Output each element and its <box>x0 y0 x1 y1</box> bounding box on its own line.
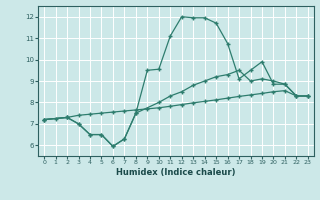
X-axis label: Humidex (Indice chaleur): Humidex (Indice chaleur) <box>116 168 236 177</box>
